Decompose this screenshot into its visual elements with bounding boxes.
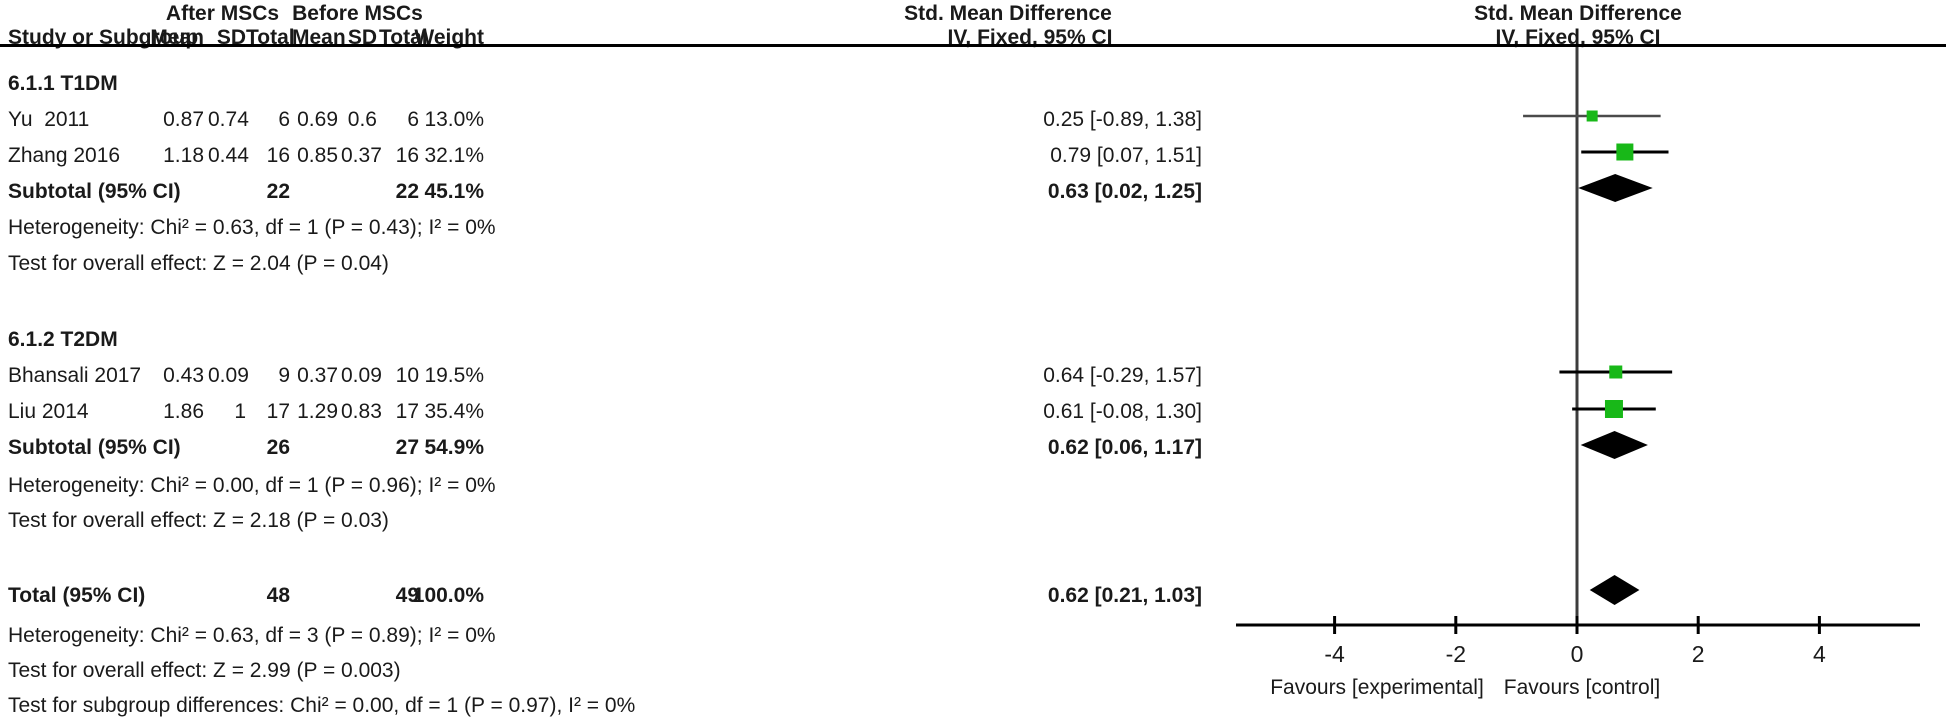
overall-effect-text-t1dm: Test for overall effect: Z = 2.04 (P = 0… <box>8 252 389 275</box>
pooled-diamond <box>1578 174 1653 202</box>
mean-after: 0.43 <box>163 364 204 387</box>
subtotal-total-before: 22 <box>395 180 419 203</box>
col-header-weight: Weight <box>414 26 484 49</box>
subgroup-title-t1dm: 6.1.1 T1DM <box>8 72 118 95</box>
subgroup-title-t2dm: 6.1.2 T2DM <box>8 328 118 351</box>
overall-effect-text-t2dm: Test for overall effect: Z = 2.18 (P = 0… <box>8 509 389 532</box>
axis-tick-label: 2 <box>1692 641 1705 667</box>
weight-value: 32.1% <box>424 144 484 167</box>
axis-tick-label: 4 <box>1813 641 1826 667</box>
effect-square <box>1604 400 1623 418</box>
sd-before: 0.09 <box>341 364 382 387</box>
col-header-mean-after: Mean <box>150 26 204 49</box>
total-after: 17 <box>266 400 290 423</box>
heterogeneity-text-t1dm: Heterogeneity: Chi² = 0.63, df = 1 (P = … <box>8 216 496 239</box>
weight-value: 19.5% <box>424 364 484 387</box>
mean-after: 0.87 <box>163 108 204 131</box>
total-after: 16 <box>266 144 290 167</box>
sd-after: 1 <box>234 400 246 423</box>
mean-after: 1.86 <box>163 400 204 423</box>
total-before: 10 <box>395 364 419 387</box>
subtotal-weight: 54.9% <box>424 436 484 459</box>
study-row-zhang-2016: Zhang 2016 1.18 0.44 16 0.85 0.37 16 32.… <box>0 144 1946 170</box>
ci-value: 0.25 [-0.89, 1.38] <box>1043 108 1202 131</box>
col-header-method-plot: IV, Fixed, 95% CI <box>1495 26 1661 49</box>
subtotal-ci: 0.62 [0.06, 1.17] <box>1047 436 1202 459</box>
heterogeneity-text-total: Heterogeneity: Chi² = 0.63, df = 3 (P = … <box>8 624 496 647</box>
mean-before: 0.37 <box>297 364 338 387</box>
subtotal-row-t2dm: Subtotal (95% CI) 26 27 54.9% 0.62 [0.06… <box>0 436 1946 462</box>
col-header-total-after: Total <box>246 26 295 49</box>
total-total-after: 48 <box>266 584 290 607</box>
total-weight: 100.0% <box>412 584 484 607</box>
header-group-before-mscs: Before MSCs <box>292 2 423 25</box>
sd-after: 0.44 <box>208 144 249 167</box>
pooled-diamond <box>1580 431 1648 459</box>
overall-effect-text-total: Test for overall effect: Z = 2.99 (P = 0… <box>8 659 401 682</box>
axis-tick-label: -4 <box>1324 641 1345 667</box>
sd-after: 0.09 <box>208 364 249 387</box>
sd-after: 0.74 <box>208 108 249 131</box>
mean-before: 1.29 <box>297 400 338 423</box>
pooled-diamond <box>1589 575 1640 605</box>
axis-tick-label: -2 <box>1446 641 1466 667</box>
total-before: 17 <box>395 400 419 423</box>
col-header-method-text: IV, Fixed, 95% CI <box>947 26 1113 49</box>
mean-before: 0.69 <box>297 108 338 131</box>
total-total-before: 49 <box>395 584 419 607</box>
study-label: Liu 2014 <box>8 400 89 423</box>
favours-experimental-label: Favours [experimental] <box>1270 676 1484 699</box>
mean-before: 0.85 <box>297 144 338 167</box>
subtotal-row-t1dm: Subtotal (95% CI) 22 22 45.1% 0.63 [0.02… <box>0 180 1946 206</box>
col-header-mean-before: Mean <box>292 26 346 49</box>
header-group-after-mscs: After MSCs <box>165 2 280 25</box>
header-divider-line <box>0 44 1946 47</box>
total-after: 9 <box>278 364 290 387</box>
study-label: Bhansali 2017 <box>8 364 142 387</box>
column-header-row: Study or Subgroup Mean SD Total Mean SD … <box>0 26 1946 52</box>
study-label: Yu 2011 <box>8 108 90 131</box>
sd-before: 0.83 <box>341 400 382 423</box>
effect-square <box>1609 365 1623 379</box>
total-after: 6 <box>278 108 290 131</box>
total-row: Total (95% CI) 48 49 100.0% 0.62 [0.21, … <box>0 584 1946 610</box>
study-row-yu-2011: Yu 2011 0.87 0.74 6 0.69 0.6 6 13.0% 0.2… <box>0 108 1946 134</box>
col-header-total-before: Total <box>379 26 428 49</box>
sd-before: 0.37 <box>341 144 382 167</box>
favours-control-label: Favours [control] <box>1504 676 1660 699</box>
header-smd-plot-column: Std. Mean Difference <box>1474 2 1682 25</box>
total-label: Total (95% CI) <box>8 584 146 607</box>
subtotal-total-after: 22 <box>266 180 290 203</box>
total-before: 16 <box>395 144 419 167</box>
total-before: 6 <box>407 108 419 131</box>
effect-square <box>1616 143 1634 161</box>
study-label: Zhang 2016 <box>8 144 121 167</box>
subtotal-total-after: 26 <box>266 436 290 459</box>
subtotal-total-before: 27 <box>395 436 419 459</box>
subtotal-label: Subtotal (95% CI) <box>8 436 181 459</box>
total-ci: 0.62 [0.21, 1.03] <box>1047 584 1202 607</box>
effect-square <box>1586 110 1598 122</box>
header-smd-text-column: Std. Mean Difference <box>904 2 1112 25</box>
weight-value: 35.4% <box>424 400 484 423</box>
subtotal-label: Subtotal (95% CI) <box>8 180 181 203</box>
subtotal-weight: 45.1% <box>424 180 484 203</box>
study-row-bhansali-2017: Bhansali 2017 0.43 0.09 9 0.37 0.09 10 1… <box>0 364 1946 390</box>
heterogeneity-text-t2dm: Heterogeneity: Chi² = 0.00, df = 1 (P = … <box>8 474 496 497</box>
col-header-sd-before: SD <box>347 26 377 49</box>
study-row-liu-2014: Liu 2014 1.86 1 17 1.29 0.83 17 35.4% 0.… <box>0 400 1946 426</box>
mean-after: 1.18 <box>163 144 204 167</box>
subtotal-ci: 0.63 [0.02, 1.25] <box>1047 180 1202 203</box>
ci-value: 0.79 [0.07, 1.51] <box>1050 144 1202 167</box>
ci-value: 0.61 [-0.08, 1.30] <box>1043 400 1202 423</box>
ci-value: 0.64 [-0.29, 1.57] <box>1043 364 1202 387</box>
col-header-study: Study or Subgroup <box>8 26 199 49</box>
axis-tick-label: 0 <box>1571 641 1584 667</box>
subgroup-differences-text: Test for subgroup differences: Chi² = 0.… <box>8 694 636 717</box>
col-header-sd-after: SD <box>216 26 246 49</box>
weight-value: 13.0% <box>424 108 484 131</box>
sd-before: 0.6 <box>347 108 377 131</box>
